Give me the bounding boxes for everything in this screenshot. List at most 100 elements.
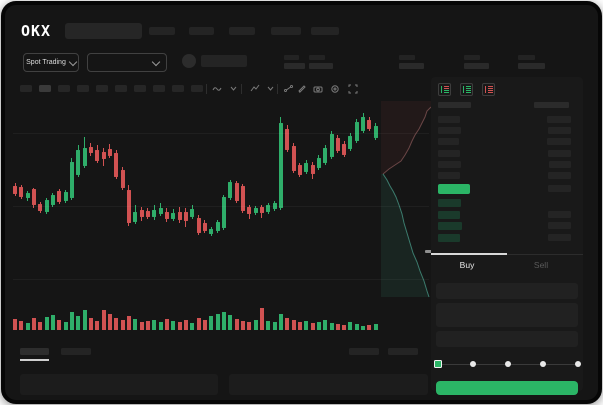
pair-selector-dropdown[interactable] — [87, 53, 167, 72]
slider-dot[interactable] — [505, 361, 511, 367]
history-control[interactable] — [388, 348, 418, 355]
volume-bar — [139, 322, 144, 330]
timeframe-button[interactable] — [115, 85, 127, 92]
chevron-down-icon — [151, 57, 161, 66]
volume-bar — [335, 324, 340, 330]
candle-body — [285, 129, 290, 150]
candle-body — [316, 158, 321, 168]
ask-amount — [549, 161, 571, 168]
candle-body — [95, 150, 100, 161]
timeframe-button[interactable] — [153, 85, 165, 92]
icon-dash — [443, 90, 449, 92]
volume-bar — [361, 326, 366, 330]
ask-amount — [548, 127, 571, 134]
volume-bar — [323, 320, 328, 330]
book-asks-icon[interactable] — [482, 83, 495, 96]
volume-bar — [164, 319, 169, 330]
market-type-dropdown[interactable]: Spot Trading — [23, 53, 79, 72]
candle-body — [247, 207, 252, 214]
candle-body — [126, 190, 131, 223]
timeframe-button[interactable] — [96, 85, 108, 92]
search-box[interactable] — [65, 23, 142, 39]
nav-item[interactable] — [229, 27, 255, 35]
candle-body — [107, 149, 112, 156]
camera-icon[interactable] — [313, 84, 323, 94]
history-control[interactable] — [349, 348, 379, 355]
nav-item[interactable] — [189, 27, 214, 35]
stat-value — [284, 63, 305, 69]
history-tab[interactable] — [20, 348, 49, 355]
nav-item[interactable] — [271, 27, 301, 35]
gridline — [13, 133, 429, 134]
stat-label — [309, 55, 325, 60]
volume-bar — [329, 323, 334, 330]
active-tab-underline — [431, 252, 507, 255]
candle-body — [120, 170, 125, 188]
icon-dashes — [443, 85, 449, 94]
volume-bar — [183, 320, 188, 330]
history-tab[interactable] — [61, 348, 91, 355]
ask-price — [438, 161, 461, 168]
candle-body — [63, 192, 68, 201]
candle-body — [114, 153, 119, 177]
tab-sell[interactable]: Sell — [533, 260, 549, 270]
orderbook-header-price — [438, 102, 471, 108]
icon-dash — [465, 87, 471, 89]
volume-bar — [240, 321, 245, 330]
volume-bar — [272, 322, 277, 330]
candle-body — [240, 186, 245, 211]
ask-price — [438, 150, 460, 157]
timeframe-button[interactable] — [39, 85, 51, 92]
slider-dot[interactable] — [540, 361, 546, 367]
icon-dash — [443, 85, 449, 87]
stat-label — [464, 55, 480, 60]
chevron-down-icon[interactable] — [266, 84, 276, 94]
wave-icon[interactable] — [212, 84, 222, 94]
volume-bar — [31, 318, 36, 330]
line-tool-icon[interactable] — [284, 84, 294, 94]
timeframe-button[interactable] — [58, 85, 70, 92]
order-form-input[interactable] — [436, 283, 578, 299]
volume-bar — [342, 325, 347, 330]
volume-bar — [107, 314, 112, 330]
nav-item[interactable] — [311, 27, 339, 35]
candle-body — [323, 148, 328, 163]
fullscreen-icon[interactable] — [348, 84, 358, 94]
book-bids-icon[interactable] — [460, 83, 473, 96]
nav-item[interactable] — [149, 27, 175, 35]
indicator-icon[interactable] — [250, 84, 260, 94]
candle-body — [183, 212, 188, 221]
book-combined-icon[interactable] — [438, 83, 451, 96]
chevron-down-icon[interactable] — [229, 84, 239, 94]
order-form-input[interactable] — [436, 303, 578, 327]
candle-body — [278, 123, 283, 208]
candle-body — [266, 205, 271, 212]
ask-price — [438, 127, 461, 134]
timeframe-button[interactable] — [191, 85, 203, 92]
bid-price — [438, 234, 460, 242]
stat-label — [399, 55, 415, 60]
candle-body — [88, 147, 93, 153]
volume-bar — [234, 319, 239, 330]
slider-dot[interactable] — [575, 361, 581, 367]
candle-body — [190, 209, 195, 217]
timeframe-button[interactable] — [134, 85, 146, 92]
icon-dash — [465, 85, 471, 87]
order-form-input[interactable] — [436, 331, 578, 347]
slider-dot[interactable] — [470, 361, 476, 367]
timeframe-button[interactable] — [77, 85, 89, 92]
settings-icon[interactable] — [330, 84, 340, 94]
tab-buy[interactable]: Buy — [459, 260, 475, 270]
volume-bar — [133, 319, 138, 330]
timeframe-button[interactable] — [20, 85, 32, 92]
candle-body — [329, 134, 334, 157]
slider-handle[interactable] — [434, 360, 442, 368]
bid-amount — [548, 222, 571, 229]
toolbar-divider — [206, 84, 207, 94]
ask-amount — [547, 116, 571, 123]
pencil-icon[interactable] — [297, 84, 307, 94]
timeframe-button[interactable] — [172, 85, 184, 92]
ask-price — [438, 138, 459, 145]
candle-body — [145, 211, 150, 217]
buy-button[interactable] — [436, 381, 578, 395]
